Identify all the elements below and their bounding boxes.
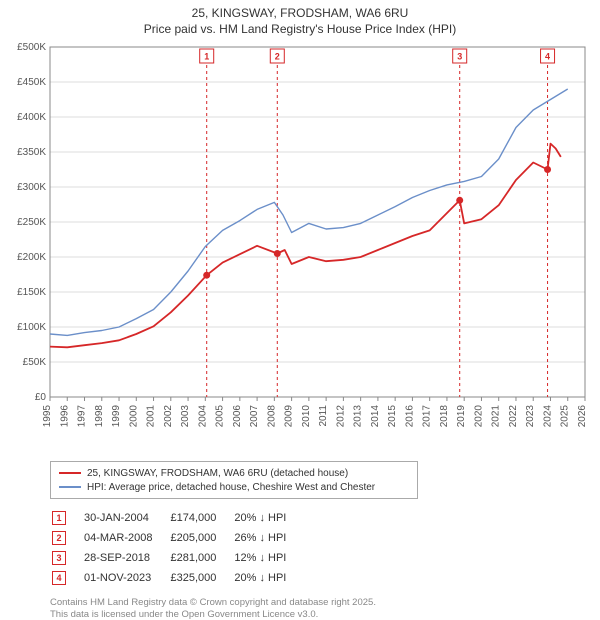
footer-line2: This data is licensed under the Open Gov… bbox=[50, 609, 600, 620]
y-tick-label: £0 bbox=[35, 392, 47, 403]
legend-label-hpi: HPI: Average price, detached house, Ches… bbox=[87, 482, 375, 493]
x-tick-label: 2009 bbox=[284, 405, 295, 428]
event-id-cell: 2 bbox=[52, 529, 82, 547]
legend-label-price: 25, KINGSWAY, FRODSHAM, WA6 6RU (detache… bbox=[87, 468, 348, 479]
event-marker-dot bbox=[456, 197, 463, 204]
event-id-box: 1 bbox=[52, 511, 66, 525]
y-tick-label: £350K bbox=[17, 147, 46, 158]
x-tick-label: 1999 bbox=[111, 405, 122, 428]
legend-swatch-price bbox=[59, 472, 81, 474]
event-date: 30-JAN-2004 bbox=[84, 509, 168, 527]
x-tick-label: 2006 bbox=[232, 405, 243, 428]
event-marker-id: 2 bbox=[275, 52, 280, 62]
event-id-cell: 3 bbox=[52, 549, 82, 567]
event-marker-dot bbox=[544, 166, 551, 173]
footer-note: Contains HM Land Registry data © Crown c… bbox=[50, 597, 600, 620]
x-tick-label: 2000 bbox=[128, 405, 139, 428]
event-date: 01-NOV-2023 bbox=[84, 569, 168, 587]
x-tick-label: 2020 bbox=[473, 405, 484, 428]
x-tick-label: 2016 bbox=[404, 405, 415, 428]
event-price: £325,000 bbox=[170, 569, 232, 587]
x-tick-label: 2013 bbox=[353, 405, 364, 428]
x-tick-label: 2010 bbox=[301, 405, 312, 428]
events-table-row: 4 01-NOV-2023£325,00020% ↓ HPI bbox=[52, 569, 302, 587]
event-price: £174,000 bbox=[170, 509, 232, 527]
footer-line1: Contains HM Land Registry data © Crown c… bbox=[50, 597, 600, 608]
x-tick-label: 2003 bbox=[180, 405, 191, 428]
x-tick-label: 1996 bbox=[59, 405, 70, 428]
legend-swatch-hpi bbox=[59, 486, 81, 488]
x-tick-label: 2015 bbox=[387, 405, 398, 428]
y-tick-label: £50K bbox=[23, 357, 47, 368]
chart-svg: £0 £50K £100K £150K £200K £250K £300K £350K £400… bbox=[0, 37, 600, 457]
x-tick-label: 1995 bbox=[42, 405, 53, 428]
x-tick-label: 2018 bbox=[439, 405, 450, 428]
event-price: £205,000 bbox=[170, 529, 232, 547]
events-table-row: 3 28-SEP-2018£281,00012% ↓ HPI bbox=[52, 549, 302, 567]
y-tick-label: £300K bbox=[17, 182, 46, 193]
x-tick-label: 2025 bbox=[560, 405, 571, 428]
event-delta: 26% ↓ HPI bbox=[234, 529, 302, 547]
y-tick-label: £450K bbox=[17, 77, 46, 88]
events-table: 130-JAN-2004£174,00020% ↓ HPI204-MAR-200… bbox=[50, 507, 304, 589]
y-tick-label: £250K bbox=[17, 217, 46, 228]
event-date: 04-MAR-2008 bbox=[84, 529, 168, 547]
legend: 25, KINGSWAY, FRODSHAM, WA6 6RU (detache… bbox=[50, 461, 418, 499]
x-tick-label: 2005 bbox=[215, 405, 226, 428]
event-id-box: 3 bbox=[52, 551, 66, 565]
title-line1: 25, KINGSWAY, FRODSHAM, WA6 6RU bbox=[0, 6, 600, 22]
x-tick-label: 2026 bbox=[577, 405, 588, 428]
event-marker-id: 1 bbox=[204, 52, 209, 62]
x-tick-label: 2019 bbox=[456, 405, 467, 428]
x-tick-label: 2002 bbox=[163, 405, 174, 428]
event-id-cell: 4 bbox=[52, 569, 82, 587]
x-tick-label: 2012 bbox=[335, 405, 346, 428]
x-tick-label: 2024 bbox=[542, 405, 553, 428]
event-id-box: 2 bbox=[52, 531, 66, 545]
y-tick-label: £400K bbox=[17, 112, 46, 123]
event-marker-dot bbox=[274, 250, 281, 257]
y-tick-label: £200K bbox=[17, 252, 46, 263]
legend-row: 25, KINGSWAY, FRODSHAM, WA6 6RU (detache… bbox=[59, 466, 409, 480]
event-delta: 20% ↓ HPI bbox=[234, 509, 302, 527]
event-marker-dot bbox=[203, 272, 210, 279]
event-delta: 20% ↓ HPI bbox=[234, 569, 302, 587]
y-tick-label: £150K bbox=[17, 287, 46, 298]
chart-title-block: 25, KINGSWAY, FRODSHAM, WA6 6RU Price pa… bbox=[0, 0, 600, 37]
x-tick-label: 2011 bbox=[318, 405, 329, 427]
x-tick-label: 2001 bbox=[146, 405, 157, 428]
x-tick-label: 2022 bbox=[508, 405, 519, 428]
x-tick-label: 2004 bbox=[197, 405, 208, 428]
events-table-row: 2 04-MAR-2008£205,00026% ↓ HPI bbox=[52, 529, 302, 547]
y-tick-label: £500K bbox=[17, 42, 46, 53]
x-tick-label: 2007 bbox=[249, 405, 260, 428]
x-tick-label: 2023 bbox=[525, 405, 536, 428]
event-marker-id: 3 bbox=[457, 52, 462, 62]
x-tick-label: 2014 bbox=[370, 405, 381, 428]
legend-row: HPI: Average price, detached house, Ches… bbox=[59, 480, 409, 494]
events-table-row: 1 30-JAN-2004£174,00020% ↓ HPI bbox=[52, 509, 302, 527]
x-tick-label: 1997 bbox=[77, 405, 88, 428]
x-tick-label: 1998 bbox=[94, 405, 105, 428]
x-tick-label: 2017 bbox=[422, 405, 433, 428]
y-tick-label: £100K bbox=[17, 322, 46, 333]
event-marker-id: 4 bbox=[545, 52, 550, 62]
event-id-cell: 1 bbox=[52, 509, 82, 527]
event-delta: 12% ↓ HPI bbox=[234, 549, 302, 567]
event-price: £281,000 bbox=[170, 549, 232, 567]
x-tick-label: 2008 bbox=[266, 405, 277, 428]
chart-area: £0 £50K £100K £150K £200K £250K £300K £350K £400… bbox=[0, 37, 600, 457]
x-tick-label: 2021 bbox=[491, 405, 502, 428]
title-line2: Price paid vs. HM Land Registry's House … bbox=[0, 22, 600, 38]
event-date: 28-SEP-2018 bbox=[84, 549, 168, 567]
event-id-box: 4 bbox=[52, 571, 66, 585]
